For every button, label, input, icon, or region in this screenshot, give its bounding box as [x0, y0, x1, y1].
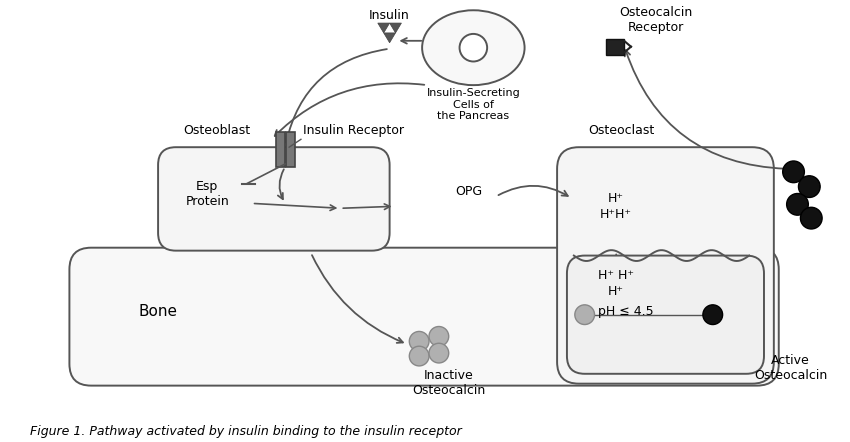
Circle shape [783, 161, 804, 183]
FancyBboxPatch shape [70, 248, 779, 385]
Text: Figure 1. Pathway activated by insulin binding to the insulin receptor: Figure 1. Pathway activated by insulin b… [30, 425, 462, 438]
FancyBboxPatch shape [158, 147, 389, 251]
Circle shape [429, 327, 449, 346]
Text: Osteoclast: Osteoclast [588, 124, 654, 137]
Bar [286, 133, 295, 167]
FancyBboxPatch shape [567, 255, 764, 374]
Text: Esp
Protein: Esp Protein [185, 179, 230, 207]
Ellipse shape [422, 10, 524, 85]
Bar [276, 133, 285, 167]
Circle shape [410, 346, 429, 366]
Text: Insulin-Secreting
Cells of
the Pancreas: Insulin-Secreting Cells of the Pancreas [427, 88, 520, 121]
Circle shape [460, 34, 487, 61]
Circle shape [801, 207, 822, 229]
Circle shape [703, 305, 722, 324]
Polygon shape [383, 33, 395, 43]
Polygon shape [389, 23, 401, 33]
Text: Inactive
Osteocalcin: Inactive Osteocalcin [412, 369, 485, 397]
Text: Bone: Bone [139, 304, 178, 319]
Circle shape [410, 332, 429, 351]
Circle shape [575, 305, 594, 324]
FancyBboxPatch shape [557, 147, 774, 384]
Circle shape [429, 343, 449, 363]
Text: H⁺ H⁺
H⁺: H⁺ H⁺ H⁺ [598, 269, 634, 298]
Circle shape [786, 194, 808, 215]
Text: Insulin: Insulin [369, 9, 410, 22]
Text: H⁺
H⁺H⁺: H⁺ H⁺H⁺ [600, 191, 632, 221]
Text: Osteocalcin
Receptor: Osteocalcin Receptor [619, 6, 692, 34]
Text: Active
Osteocalcin: Active Osteocalcin [754, 354, 827, 382]
Text: pH ≤ 4.5: pH ≤ 4.5 [598, 305, 654, 318]
Circle shape [798, 176, 820, 198]
Text: Insulin Receptor: Insulin Receptor [303, 124, 404, 137]
Text: OPG: OPG [455, 185, 482, 198]
FancyBboxPatch shape [606, 39, 624, 55]
Polygon shape [377, 23, 389, 33]
Text: Osteoblast: Osteoblast [184, 124, 251, 137]
